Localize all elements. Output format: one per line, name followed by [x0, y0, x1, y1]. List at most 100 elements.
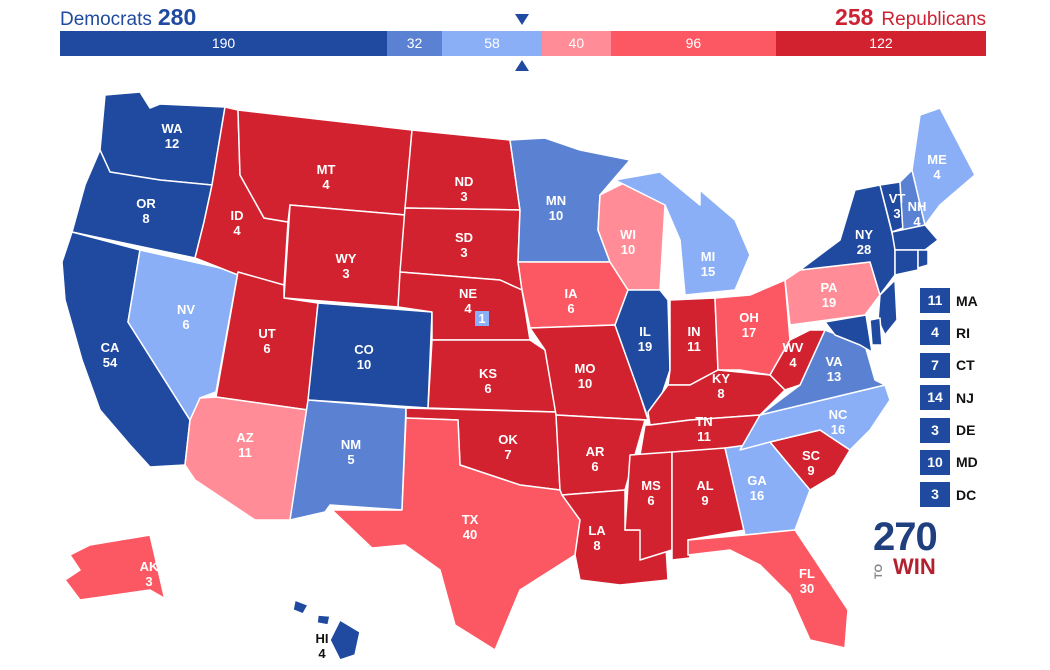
- state-ev-sd: 3: [460, 245, 467, 260]
- small-states-list: 11 MA 4 RI 7 CT 14 NJ 3 DE 10 MD 3 DC: [920, 288, 978, 515]
- bar-segment-likely-rep[interactable]: 96: [610, 31, 776, 56]
- republicans-total: 258: [835, 4, 874, 30]
- state-label-id: ID: [231, 208, 244, 223]
- bar-segment-likely-dem[interactable]: 32: [387, 31, 443, 56]
- bar-segment-lean-dem[interactable]: 58: [442, 31, 542, 56]
- state-label-sd: SD: [455, 230, 473, 245]
- hawaii-island-oahu[interactable]: [292, 599, 309, 615]
- state-ev-nc: 16: [831, 422, 845, 437]
- small-state-row-dc[interactable]: 3 DC: [920, 482, 978, 508]
- state-ak[interactable]: [64, 534, 216, 626]
- bar-segment-safe-rep[interactable]: 122: [775, 31, 986, 56]
- small-state-abbr: MA: [956, 292, 978, 309]
- state-ev-mo: 10: [578, 376, 592, 391]
- bar-segment-lean-rep[interactable]: 40: [541, 31, 611, 56]
- state-label-mi: MI: [701, 249, 715, 264]
- state-ev-hi: 4: [318, 646, 326, 661]
- state-label-or: OR: [136, 196, 156, 211]
- state-ev-ga: 16: [750, 488, 764, 503]
- state-ev-sc: 9: [807, 463, 814, 478]
- state-md[interactable]: [824, 314, 873, 353]
- state-label-wa: WA: [162, 121, 184, 136]
- ne-district-box[interactable]: [475, 311, 489, 326]
- state-ev-wv: 4: [789, 355, 797, 370]
- state-label-ut: UT: [258, 326, 275, 341]
- democrats-label: Democrats: [60, 9, 152, 30]
- state-ev-wy: 3: [342, 266, 349, 281]
- midpoint-up-arrow-icon: [515, 60, 529, 71]
- small-state-abbr: DE: [956, 422, 976, 439]
- state-label-wi: WI: [620, 227, 636, 242]
- state-ev-oh: 17: [742, 325, 756, 340]
- state-ky[interactable]: [647, 369, 786, 426]
- small-state-row-de[interactable]: 3 DE: [920, 417, 978, 443]
- small-state-ev: 10: [920, 449, 950, 475]
- state-label-pa: PA: [820, 280, 838, 295]
- democrats-header: Democrats 280: [60, 4, 196, 31]
- state-ev-ak: 3: [145, 574, 152, 589]
- state-label-ca: CA: [101, 340, 120, 355]
- state-ev-al: 9: [701, 493, 708, 508]
- state-label-mn: MN: [546, 193, 566, 208]
- state-label-nh: NH: [908, 199, 927, 214]
- state-ev-ia: 6: [567, 301, 574, 316]
- state-ev-la: 8: [593, 538, 600, 553]
- state-label-me: ME: [927, 152, 947, 167]
- small-state-ev: 11: [920, 288, 950, 313]
- state-label-il: IL: [639, 324, 651, 339]
- state-nc[interactable]: [739, 384, 891, 451]
- state-nj[interactable]: [877, 279, 898, 336]
- state-ev-va: 13: [827, 369, 841, 384]
- small-state-row-nj[interactable]: 14 NJ: [920, 385, 978, 411]
- state-ev-tn: 11: [697, 429, 711, 444]
- state-ev-ms: 6: [647, 493, 654, 508]
- state-ev-nm: 5: [347, 452, 354, 467]
- state-ev-me: 4: [933, 167, 941, 182]
- state-ev-nd: 3: [460, 189, 467, 204]
- state-la[interactable]: [561, 489, 669, 586]
- state-label-mo: MO: [575, 361, 596, 376]
- state-ev-il: 19: [638, 339, 652, 354]
- small-state-row-md[interactable]: 10 MD: [920, 449, 978, 475]
- small-state-abbr: RI: [956, 324, 970, 341]
- state-ev-ar: 6: [591, 459, 598, 474]
- state-fl[interactable]: [687, 529, 849, 649]
- bar-segment-safe-dem[interactable]: 190: [60, 31, 388, 56]
- small-state-ev: 14: [920, 385, 950, 411]
- state-ev-ks: 6: [484, 381, 491, 396]
- state-label-ok: OK: [498, 432, 518, 447]
- hawaii-island-maui[interactable]: [316, 614, 331, 626]
- state-ev-wa: 12: [165, 136, 179, 151]
- state-ma[interactable]: [891, 224, 939, 251]
- state-label-sc: SC: [802, 448, 821, 463]
- state-label-az: AZ: [236, 430, 253, 445]
- state-mi[interactable]: [614, 171, 751, 296]
- state-tx[interactable]: [331, 417, 581, 651]
- state-ev-nv: 6: [182, 317, 189, 332]
- state-label-wv: WV: [783, 340, 804, 355]
- state-label-ny: NY: [855, 227, 873, 242]
- state-label-tx: TX: [462, 512, 479, 527]
- small-state-ev: 4: [920, 320, 950, 346]
- state-label-ms: MS: [641, 478, 661, 493]
- small-state-ev: 3: [920, 417, 950, 443]
- state-wv[interactable]: [769, 329, 826, 391]
- state-ev-mi: 15: [701, 264, 715, 279]
- state-ev-ca: 54: [103, 355, 118, 370]
- state-label-ks: KS: [479, 366, 497, 381]
- state-ev-wi: 10: [621, 242, 635, 257]
- state-hi[interactable]: [329, 619, 361, 661]
- state-ri[interactable]: [917, 249, 929, 269]
- democrats-total: 280: [157, 4, 197, 30]
- small-state-row-ma[interactable]: 11 MA: [920, 288, 978, 313]
- state-de[interactable]: [869, 317, 883, 346]
- 270towin-logo[interactable]: 270 TO WIN: [873, 517, 938, 579]
- small-state-row-ct[interactable]: 7 CT: [920, 352, 978, 378]
- small-state-row-ri[interactable]: 4 RI: [920, 320, 978, 346]
- state-label-hi: HI: [316, 631, 329, 646]
- state-ct[interactable]: [894, 249, 919, 276]
- state-labels: WA12OR8CA54NV6ID4MT4WY3UT6AZ11CO10NM5ND3…: [101, 121, 947, 661]
- state-wa[interactable]: [99, 91, 226, 186]
- republicans-header: 258 Republicans: [835, 4, 986, 31]
